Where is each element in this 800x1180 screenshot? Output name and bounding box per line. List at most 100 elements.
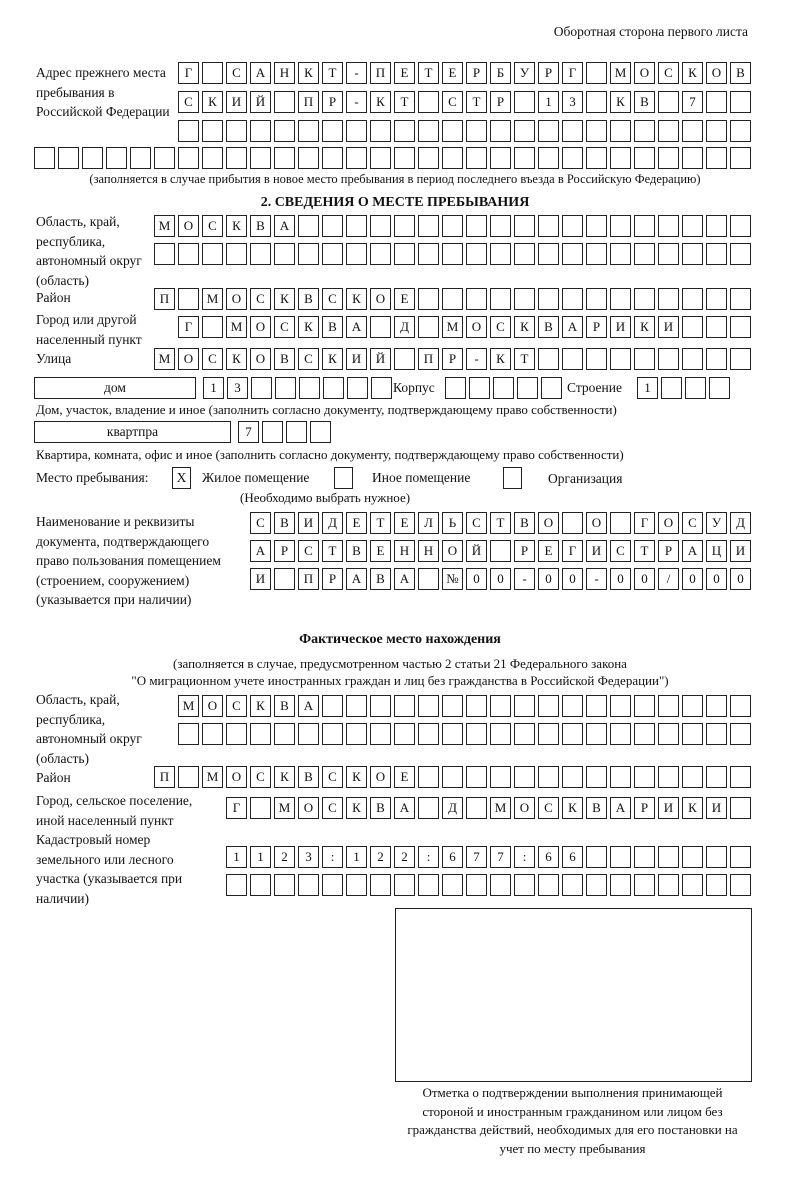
char-cell[interactable]: Й xyxy=(370,348,391,370)
char-cell[interactable] xyxy=(466,215,487,237)
char-cell[interactable] xyxy=(658,243,679,265)
char-cell[interactable] xyxy=(298,215,319,237)
char-cell[interactable] xyxy=(394,348,415,370)
char-cell[interactable]: О xyxy=(514,797,535,819)
char-cell[interactable]: У xyxy=(706,512,727,534)
char-cell[interactable] xyxy=(514,91,535,113)
char-cell[interactable] xyxy=(442,695,463,717)
char-cell[interactable]: 0 xyxy=(490,568,511,590)
char-cell[interactable] xyxy=(418,568,439,590)
char-cell[interactable] xyxy=(226,147,247,169)
char-cell[interactable]: С xyxy=(178,91,199,113)
char-cell[interactable] xyxy=(586,91,607,113)
char-cell[interactable] xyxy=(178,288,199,310)
char-cell[interactable]: М xyxy=(202,288,223,310)
stay-option-residential-checkbox[interactable]: Х xyxy=(172,467,191,489)
char-cell[interactable] xyxy=(466,797,487,819)
char-cell[interactable] xyxy=(418,288,439,310)
char-cell[interactable] xyxy=(490,540,511,562)
char-cell[interactable] xyxy=(322,874,343,896)
char-cell[interactable] xyxy=(370,723,391,745)
char-cell[interactable]: Е xyxy=(346,512,367,534)
char-cell[interactable] xyxy=(634,766,655,788)
char-cell[interactable]: 3 xyxy=(227,377,248,399)
char-cell[interactable]: Г xyxy=(178,62,199,84)
char-cell[interactable] xyxy=(394,120,415,142)
char-cell[interactable] xyxy=(682,215,703,237)
char-cell[interactable] xyxy=(323,377,344,399)
char-cell[interactable]: 1 xyxy=(203,377,224,399)
char-cell[interactable]: С xyxy=(322,288,343,310)
char-cell[interactable] xyxy=(178,147,199,169)
char-cell[interactable]: С xyxy=(538,797,559,819)
char-cell[interactable] xyxy=(610,288,631,310)
char-cell[interactable] xyxy=(562,695,583,717)
char-cell[interactable] xyxy=(658,215,679,237)
char-cell[interactable] xyxy=(634,874,655,896)
char-cell[interactable] xyxy=(178,766,199,788)
char-cell[interactable] xyxy=(586,695,607,717)
char-cell[interactable] xyxy=(730,846,751,868)
char-cell[interactable]: О xyxy=(634,62,655,84)
char-cell[interactable]: Е xyxy=(394,288,415,310)
char-cell[interactable] xyxy=(538,215,559,237)
char-cell[interactable] xyxy=(658,348,679,370)
char-cell[interactable]: К xyxy=(346,797,367,819)
char-cell[interactable]: О xyxy=(298,797,319,819)
char-cell[interactable]: С xyxy=(250,288,271,310)
char-cell[interactable] xyxy=(274,568,295,590)
char-cell[interactable]: О xyxy=(442,540,463,562)
char-cell[interactable] xyxy=(418,243,439,265)
char-cell[interactable]: К xyxy=(202,91,223,113)
char-cell[interactable] xyxy=(347,377,368,399)
char-cell[interactable]: М xyxy=(490,797,511,819)
char-cell[interactable]: Р xyxy=(586,316,607,338)
char-cell[interactable] xyxy=(346,723,367,745)
char-cell[interactable] xyxy=(490,288,511,310)
char-cell[interactable]: О xyxy=(178,348,199,370)
char-cell[interactable]: П xyxy=(154,766,175,788)
char-cell[interactable] xyxy=(490,695,511,717)
char-cell[interactable]: В xyxy=(274,695,295,717)
char-cell[interactable] xyxy=(706,215,727,237)
char-cell[interactable]: О xyxy=(586,512,607,534)
char-cell[interactable]: Р xyxy=(322,91,343,113)
char-cell[interactable] xyxy=(586,120,607,142)
char-cell[interactable] xyxy=(418,766,439,788)
char-cell[interactable] xyxy=(346,874,367,896)
char-cell[interactable] xyxy=(562,348,583,370)
char-cell[interactable] xyxy=(634,120,655,142)
char-cell[interactable]: К xyxy=(346,288,367,310)
char-cell[interactable]: 7 xyxy=(682,91,703,113)
char-cell[interactable] xyxy=(418,723,439,745)
char-cell[interactable] xyxy=(202,147,223,169)
char-cell[interactable]: И xyxy=(226,91,247,113)
char-cell[interactable] xyxy=(610,512,631,534)
char-cell[interactable]: 2 xyxy=(370,846,391,868)
char-cell[interactable] xyxy=(346,147,367,169)
char-cell[interactable]: И xyxy=(586,540,607,562)
char-cell[interactable] xyxy=(634,243,655,265)
char-cell[interactable]: С xyxy=(322,766,343,788)
char-cell[interactable] xyxy=(730,797,751,819)
char-cell[interactable] xyxy=(442,215,463,237)
char-cell[interactable]: Й xyxy=(250,91,271,113)
char-cell[interactable]: 1 xyxy=(250,846,271,868)
char-cell[interactable]: А xyxy=(250,540,271,562)
char-cell[interactable]: В xyxy=(250,215,271,237)
char-cell[interactable] xyxy=(562,243,583,265)
char-cell[interactable] xyxy=(299,377,320,399)
char-cell[interactable] xyxy=(298,723,319,745)
char-cell[interactable]: К xyxy=(682,797,703,819)
char-cell[interactable] xyxy=(286,421,307,443)
char-cell[interactable] xyxy=(250,723,271,745)
char-cell[interactable] xyxy=(370,243,391,265)
char-cell[interactable] xyxy=(418,316,439,338)
char-cell[interactable] xyxy=(298,243,319,265)
char-cell[interactable]: Е xyxy=(394,512,415,534)
char-cell[interactable] xyxy=(634,215,655,237)
char-cell[interactable] xyxy=(346,243,367,265)
char-cell[interactable] xyxy=(394,215,415,237)
char-cell[interactable] xyxy=(538,348,559,370)
char-cell[interactable]: 0 xyxy=(466,568,487,590)
